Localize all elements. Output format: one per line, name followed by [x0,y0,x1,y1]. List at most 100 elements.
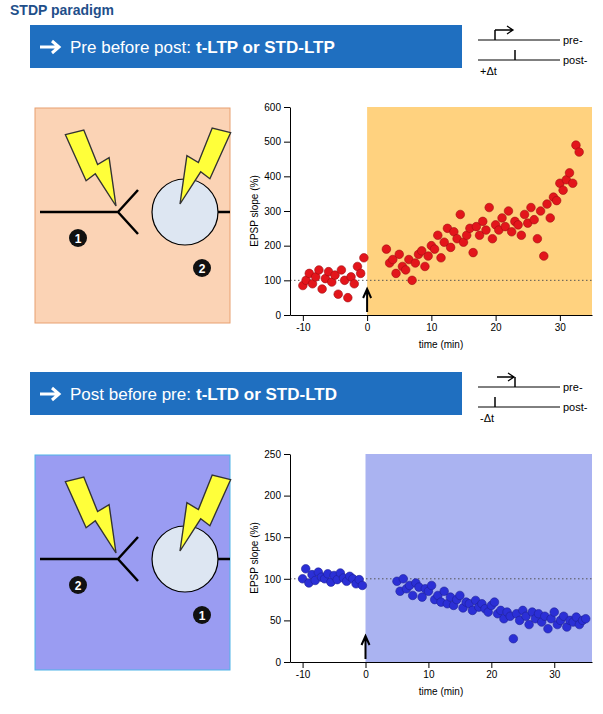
data-point [482,226,491,235]
plot-area [290,107,592,315]
banner-title: Pre before post: [70,38,191,57]
data-point [344,293,353,302]
data-point [581,614,590,623]
tick-label: 100 [264,275,281,286]
timing-diagram: pre-post--Δt [478,373,588,424]
banner-arrow [40,41,59,53]
tick: 30 [555,315,567,333]
tick-label: 0 [275,310,281,321]
data-point [517,231,526,240]
tick-mark [284,280,290,281]
order-number: 1 [199,609,206,623]
tick-label: -10 [296,322,311,333]
data-point [488,234,497,243]
data-point [546,214,555,223]
axis-line [290,108,291,316]
tick-mark [560,315,561,321]
tick-mark [554,662,555,668]
data-point [543,200,552,209]
tick-mark [284,211,290,212]
tick-mark [284,107,290,108]
tick: 200 [264,240,290,251]
data-point [478,217,487,226]
tick-mark [428,662,429,668]
data-point [337,266,346,275]
data-point [395,250,404,259]
panel: Post before pre:t-LTD or STD-LTDpre-post… [30,372,593,697]
data-point [565,169,574,178]
pre-spike [494,30,496,40]
data-point [334,290,343,299]
induction-shade [366,454,593,662]
axon [40,190,138,234]
tick-mark [303,662,304,668]
post-label: post- [563,54,588,66]
tick-label: 600 [264,102,281,113]
pre-line [478,387,560,388]
tick-label: 250 [264,449,281,460]
timing-diagram: pre-post-+Δt [478,26,588,77]
tick: 30 [549,662,561,680]
data-point [456,591,465,600]
tick-mark [496,315,497,321]
data-point [392,269,401,278]
x-axis: -100102030 [291,662,593,680]
y-axis-title: EPSP slope (%) [249,522,260,594]
timing-arrow [497,373,514,381]
schematic: 21 [35,455,231,670]
banner-subtitle: t-LTP or STD-LTP [196,38,335,57]
tick-label: 30 [555,322,567,333]
data-point [536,207,545,216]
data-point [490,598,499,607]
tick-mark [284,496,290,497]
tick: 20 [491,315,503,333]
tick-label: 20 [486,669,498,680]
tick-label: 500 [264,136,281,147]
banner-text: Pre before post: t-LTP or STD-LTP [70,38,335,57]
tick-mark [284,662,290,663]
data-point [520,210,529,219]
dendrite [218,558,230,561]
tick: 250 [264,449,290,460]
tick-label: 10 [426,322,438,333]
data-point [514,221,523,230]
panel: Pre before post: t-LTP or STD-LTP pre-post… [30,25,593,350]
tick: 10 [423,662,435,680]
data-point [411,259,420,268]
tick-label: 0 [275,657,281,668]
post-spike [494,397,496,407]
order-number: 2 [199,262,206,276]
data-point [350,280,359,289]
banner-title: Post before pre: [70,385,191,404]
data-point [446,243,455,252]
data-point [550,608,559,617]
order-badge [69,576,87,594]
banner [30,25,462,68]
order-badge [193,259,211,277]
tick-mark [284,579,290,580]
stimulus-bolt [180,475,231,551]
data-point [530,215,539,224]
tick-mark [431,315,432,321]
y-axis-title: EPSP slope (%) [249,175,260,247]
tick-mark [367,315,368,321]
data-point [507,228,516,237]
data-point [544,624,553,633]
tick-mark [284,176,290,177]
data-point [540,252,549,261]
tick: -10 [296,315,311,333]
tick: 400 [264,171,290,182]
tick-label: 150 [264,532,281,543]
order-badge [193,606,211,624]
post-spike [514,50,516,60]
tick-mark [491,662,492,668]
tick-mark [284,315,290,316]
data-point [552,196,561,205]
data-point [358,581,367,590]
data-point [485,203,494,212]
data-point [504,207,513,216]
induction-arrow [362,636,370,659]
tick: 150 [264,532,290,543]
axis-line [291,315,593,316]
tick-mark [284,620,290,621]
